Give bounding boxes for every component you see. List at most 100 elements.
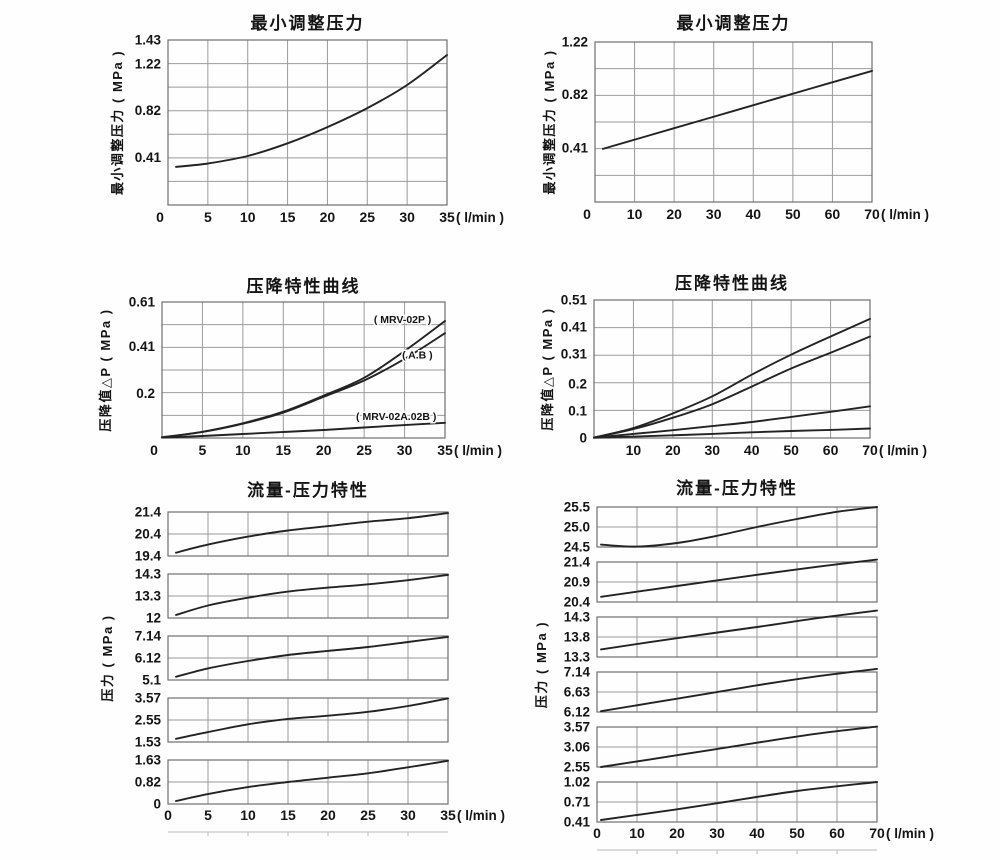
min-adjust-pressure-right-canvas: 最小调整压力 0.41 0.82 1.22 0 10 20 30 40 50 60 70( l/min… [542,13,929,222]
x-tick-label: 0 [593,825,601,841]
y-tick-label: 1.43 [135,33,162,48]
chart-pressure-drop-left: 压降特性曲线 0.2 0.41 0.61 0 5 10 15 20 25 30 35( l/min )… [60,268,520,476]
y-tick-label: 0.41 [562,141,589,156]
y-tick-label: 1.02 [564,775,590,790]
curve-curve-3 [593,405,871,439]
x-axis-unit-label: ( l/min ) [454,443,502,458]
panel-curve [600,725,878,768]
curve-minimum-adjustment-pressure [175,54,448,168]
chart-title: 压降特性曲线 [247,276,361,296]
x-tick-label: 15 [275,442,291,458]
panel-border [167,697,449,743]
y-tick-label: 2.55 [564,760,591,775]
x-tick-label: 60 [825,206,841,222]
panel-border [167,573,449,619]
x-tick-label: 10 [240,807,256,823]
y-tick-label: 0.82 [135,103,161,118]
curve-label: ( MRV-02A.02B ) [356,411,436,423]
panel-border [596,506,878,548]
plot-border [593,299,871,439]
y-tick-label: 0.2 [136,386,155,401]
y-tick-label: 3.06 [564,740,591,755]
x-tick-label: 50 [785,206,801,222]
x-tick-label: 10 [240,209,256,225]
y-axis-label: 最小调整压力 ( MPa ) [110,50,125,195]
x-tick-label: 0 [164,807,172,823]
y-tick-label: 0.82 [562,87,588,102]
x-tick-label: 15 [280,209,296,225]
chart-title: 压降特性曲线 [675,273,789,293]
y-tick-label: 0.41 [564,815,591,830]
panel-border [167,511,449,557]
panel-curve [175,759,449,802]
x-tick-label: 20 [316,442,332,458]
x-axis-unit-label: ( l/min ) [881,207,929,222]
flow-pressure-left-canvas: 流量-压力特性 21.4 20.4 19.4 14.3 13.3 12 7.14 6.12 5.1… [100,480,505,836]
y-tick-label: 24.5 [564,540,591,555]
y-tick-label: 12 [146,611,161,626]
y-tick-label: 21.4 [135,505,162,520]
min-adjust-pressure-left-canvas: 最小调整压力 0.41 0.82 1.22 1.43 0 5 10 15 20 25 30 35( l/… [110,13,504,225]
y-tick-label: 0.82 [135,775,161,790]
x-tick-label: 25 [359,209,375,225]
y-tick-label: 0.41 [129,339,156,354]
chart-title: 最小调整压力 [251,13,365,33]
x-tick-label: 10 [627,206,643,222]
y-tick-label: 0.71 [564,795,591,810]
x-tick-label: 20 [665,442,681,458]
chart-min-adjust-pressure-left: 最小调整压力 0.41 0.82 1.22 1.43 0 5 10 15 20 25 30 35( l/… [60,8,520,260]
y-tick-label: 20.4 [135,527,162,542]
panel-curve [600,558,878,598]
panel-border [167,759,449,805]
y-axis-label: 压力 ( MPa ) [534,621,549,708]
plot-border [161,301,446,439]
y-tick-label: 2.55 [135,713,162,728]
y-axis-label: 压力 ( MPa ) [100,614,115,701]
panel-curve [175,512,449,554]
y-tick-label: 1.63 [135,753,162,768]
panel-curve [600,609,878,651]
y-axis-label: 压降值△P ( MPa ) [540,307,555,430]
x-tick-label: 25 [360,807,376,823]
chart-flow-pressure-left: 流量-压力特性 21.4 20.4 19.4 14.3 13.3 12 7.14 6.12 5.1… [60,478,520,855]
x-tick-label: 10 [629,825,645,841]
chart-title: 流量-压力特性 [676,478,798,498]
panel-border [596,671,878,713]
y-tick-label: 7.14 [564,665,591,680]
x-tick-label: 60 [823,442,839,458]
x-tick-label: 70 [869,825,885,841]
y-tick-label: 0 [153,797,161,812]
y-tick-label: 3.57 [564,720,590,735]
panel-border [596,616,878,658]
curve-label: ( MRV-02P ) [374,314,431,326]
y-axis-label: 最小调整压力 ( MPa ) [542,49,557,194]
y-tick-label: 20.9 [564,575,590,590]
y-tick-label: 1.22 [562,35,588,50]
y-tick-label: 25.5 [564,500,591,515]
y-tick-label: 14.3 [564,610,591,625]
x-tick-label: 10 [235,442,251,458]
x-axis-unit-label: ( l/min ) [457,808,505,823]
x-tick-label: 40 [744,442,760,458]
panel-border [596,561,878,603]
plot-border [594,41,873,203]
y-tick-label: 0.1 [568,403,587,418]
y-tick-label: 6.12 [135,651,161,666]
x-tick-label: 70 [864,206,880,222]
x-tick-label: 35 [437,442,453,458]
x-tick-label: 35 [440,807,456,823]
y-tick-label: 0 [579,431,587,446]
y-tick-label: 0.41 [561,320,588,335]
x-axis-unit-label: ( l/min ) [886,826,934,841]
panel-curve [600,667,878,713]
y-tick-label: 21.4 [564,555,591,570]
y-tick-label: 0.31 [561,347,588,362]
y-tick-label: 1.22 [135,57,161,72]
x-tick-label: 40 [749,825,765,841]
panel-curve [600,506,878,548]
x-tick-label: 60 [829,825,845,841]
panel-curve [175,635,449,678]
x-tick-label: 15 [280,807,296,823]
y-tick-label: 3.57 [135,691,161,706]
